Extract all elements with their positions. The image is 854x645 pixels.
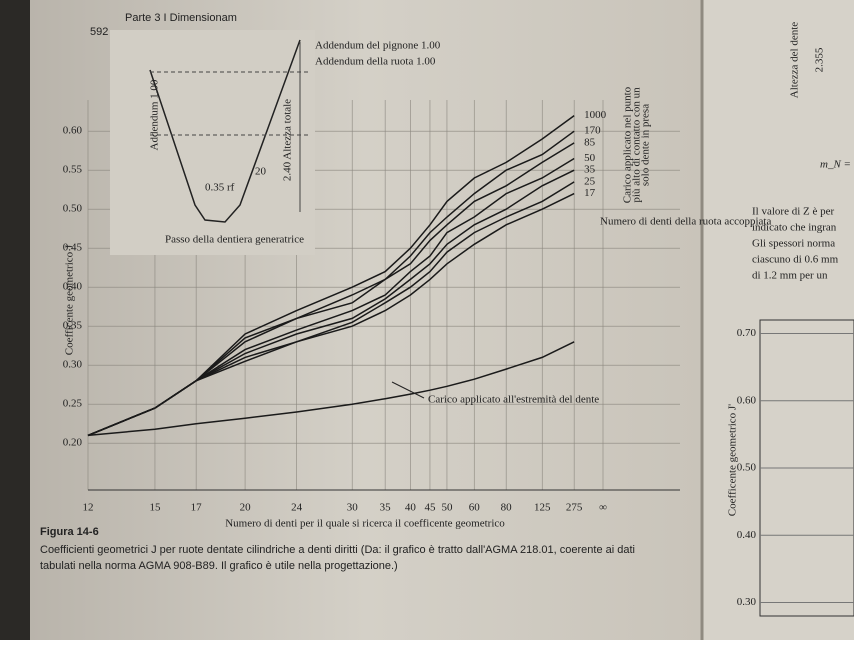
annotation: Addendum della ruota 1.00 bbox=[315, 56, 436, 68]
x-tick-label: 45 bbox=[424, 502, 436, 514]
right-text: di 1.2 mm per un bbox=[752, 270, 828, 282]
x-tick-label: 24 bbox=[291, 502, 303, 514]
inset-bg bbox=[110, 30, 315, 255]
running-head: Parte 3 I Dimensionam bbox=[125, 12, 237, 24]
right-text: indicato che ingran bbox=[752, 222, 837, 234]
rack-diagram bbox=[110, 30, 315, 255]
y-tick-label: 0.55 bbox=[63, 164, 83, 176]
y-tick-label: 0.60 bbox=[737, 394, 757, 406]
x-tick-label: 17 bbox=[191, 502, 203, 514]
x-tick-label: 125 bbox=[534, 502, 551, 514]
y-axis-label: Coefficente geometrico J bbox=[64, 244, 76, 355]
annotation: 20 bbox=[255, 166, 267, 178]
right-fraction: 2.355 bbox=[814, 47, 826, 72]
series-line bbox=[87, 192, 575, 437]
y-tick-label: 0.45 bbox=[63, 242, 83, 254]
series-label: 85 bbox=[584, 136, 596, 148]
load-note: solo dente in presa bbox=[640, 104, 652, 186]
x-tick-label: 30 bbox=[347, 502, 359, 514]
y-tick-label: 0.20 bbox=[63, 437, 83, 449]
y-tick-label: 0.70 bbox=[737, 327, 757, 339]
x-tick-label: 20 bbox=[240, 502, 252, 514]
y-tick-label: 0.50 bbox=[737, 462, 757, 474]
figure-label: Figura 14-6 bbox=[40, 526, 99, 538]
annotation: Passo della dentiera generatrice bbox=[165, 234, 304, 246]
load-note: più alto di contatto con un bbox=[631, 87, 643, 203]
y-axis-label: Coefficente geometrico J' bbox=[727, 404, 739, 516]
caption: tabulati nella norma AGMA 908-B89. Il gr… bbox=[40, 560, 398, 572]
y-tick-label: 0.40 bbox=[63, 281, 83, 293]
x-tick-label: 12 bbox=[83, 502, 94, 514]
series-label: 170 bbox=[584, 125, 601, 137]
legend-title: Numero di denti della ruota accoppiata bbox=[600, 216, 771, 228]
series-label: Carico applicato all'estremità del dente bbox=[428, 394, 599, 406]
y-tick-label: 0.60 bbox=[63, 125, 83, 137]
series-label: 35 bbox=[584, 164, 596, 176]
y-tick-label: 0.25 bbox=[63, 398, 83, 410]
x-tick-label: ∞ bbox=[599, 502, 607, 514]
y-tick-label: 0.40 bbox=[737, 529, 757, 541]
load-note: Carico applicato nel punto bbox=[622, 86, 634, 203]
series-label: 17 bbox=[584, 187, 596, 199]
caption: Coefficienti geometrici J per ruote dent… bbox=[40, 544, 635, 556]
annotation: Addendum 1.00 bbox=[149, 79, 161, 150]
x-axis-label: Numero di denti per il quale si ricerca … bbox=[225, 518, 505, 530]
y-tick-label: 0.35 bbox=[63, 320, 83, 332]
x-tick-label: 40 bbox=[405, 502, 417, 514]
series-line bbox=[87, 142, 575, 437]
annotation: Addendum del pignone 1.00 bbox=[315, 40, 441, 52]
right-text: Gli spessori norma bbox=[752, 238, 835, 250]
series-label: 1000 bbox=[584, 109, 607, 121]
right-label: Altezza del dente bbox=[789, 22, 801, 98]
y-tick-label: 0.50 bbox=[63, 203, 83, 215]
y-tick-label: 0.30 bbox=[737, 596, 757, 608]
x-tick-label: 35 bbox=[380, 502, 392, 514]
annotation: 2.40 Altezza totale bbox=[282, 99, 294, 181]
y-tick-label: 0.30 bbox=[63, 359, 83, 371]
right-text: ciascuno di 0.6 mm bbox=[752, 254, 839, 266]
page-number: 592 bbox=[90, 26, 108, 38]
annotation: 0.35 rf bbox=[205, 182, 235, 194]
leader bbox=[391, 381, 425, 399]
series-label: 25 bbox=[584, 175, 596, 187]
right-text: Il valore di Z è per bbox=[752, 206, 834, 218]
tooth-profile bbox=[149, 39, 301, 223]
right-formula: m_N = bbox=[820, 159, 851, 171]
x-tick-label: 60 bbox=[469, 502, 481, 514]
x-tick-label: 50 bbox=[441, 502, 453, 514]
x-tick-label: 15 bbox=[149, 502, 161, 514]
x-tick-label: 80 bbox=[501, 502, 513, 514]
x-tick-label: 275 bbox=[566, 502, 583, 514]
series-label: 50 bbox=[584, 152, 596, 164]
series-line bbox=[87, 341, 575, 437]
